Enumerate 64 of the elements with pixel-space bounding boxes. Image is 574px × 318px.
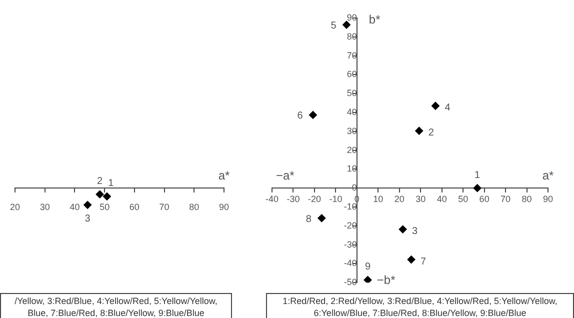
x-axis-title: a* <box>542 168 554 182</box>
x-tick-label: 50 <box>458 194 468 204</box>
point <box>431 102 440 110</box>
x-tick-label: -30 <box>286 194 300 204</box>
series-label: 9 <box>364 262 371 273</box>
y-tick-label: 10 <box>346 164 357 174</box>
y-tick-label: -50 <box>344 277 357 288</box>
series-label: 5 <box>330 20 337 32</box>
x-tick-label: 50 <box>100 202 110 212</box>
x-tick-label: 40 <box>70 202 80 212</box>
x-tick-label: 90 <box>218 202 230 212</box>
x-tick-label: 60 <box>129 202 140 212</box>
point <box>407 256 416 264</box>
y-tick-label: 80 <box>346 31 357 42</box>
y-tick-label: -20 <box>344 220 357 230</box>
x-tick-label: 70 <box>500 194 511 204</box>
text: Blue, 7:Blue/Red, 8:Blue/Yellow, 9:Blue/Blue <box>26 307 206 318</box>
y-tick-label: 30 <box>346 126 357 136</box>
x-tick-label: 60 <box>479 194 490 204</box>
series-label: 3 <box>412 226 418 238</box>
y-tick-label: -30 <box>344 239 357 250</box>
annotation: −b* <box>376 272 396 287</box>
y-tick-label: 40 <box>346 106 357 117</box>
series-label: 1 <box>108 178 114 190</box>
x-tick-label: 30 <box>416 194 426 204</box>
series-label: 3 <box>84 214 91 225</box>
point <box>473 184 482 192</box>
text: 1:Red/Red, 2:Red/Yellow, 3:Red/Blue, 4:Yellow/Red, 5:Yellow/Yellow, <box>282 295 558 307</box>
point <box>364 276 372 283</box>
y-tick-label: 90 <box>346 12 357 22</box>
point <box>415 126 424 135</box>
y-axis-title: b* <box>368 12 381 26</box>
x-tick-label: 80 <box>189 202 200 212</box>
series-label: 8 <box>306 214 312 225</box>
text: /Yellow, 3:Red/Blue, 4:Yellow/Red, 5:Yellow/Yellow, <box>14 295 218 307</box>
point <box>398 225 407 234</box>
series-label: 2 <box>97 176 104 188</box>
series-label: 6 <box>297 110 304 122</box>
x-tick-label: 20 <box>394 194 404 204</box>
x-tick-label: -10 <box>329 194 342 204</box>
x-tick-label: 30 <box>40 202 50 212</box>
point <box>342 20 351 29</box>
y-tick-label: -40 <box>344 258 357 268</box>
x-tick-label: -20 <box>308 194 321 204</box>
x-tick-label: 20 <box>10 202 20 212</box>
annotation: −a* <box>276 168 295 182</box>
x-axis-title: a* <box>218 168 230 182</box>
x-tick-label: 10 <box>373 194 384 204</box>
point <box>308 110 317 119</box>
series-label: 2 <box>428 128 434 139</box>
series-label: 1 <box>474 170 481 181</box>
series-label: 7 <box>420 256 426 268</box>
y-tick-label: 70 <box>346 50 357 60</box>
series-label: 4 <box>444 102 451 114</box>
x-tick-label: -40 <box>265 194 279 204</box>
x-tick-label: 80 <box>522 194 532 204</box>
y-tick-label: 20 <box>346 144 357 155</box>
x-tick-label: 70 <box>159 202 170 212</box>
y-tick-label: 60 <box>346 69 357 80</box>
point <box>318 214 326 222</box>
x-tick-label: 90 <box>542 194 554 204</box>
y-tick-label: 50 <box>346 88 357 98</box>
x-tick-label: 40 <box>436 194 447 204</box>
text: 6:Yellow/Blue, 7:Blue/Red, 8:Blue/Yellow, 9:Blue/Blue <box>312 307 528 318</box>
